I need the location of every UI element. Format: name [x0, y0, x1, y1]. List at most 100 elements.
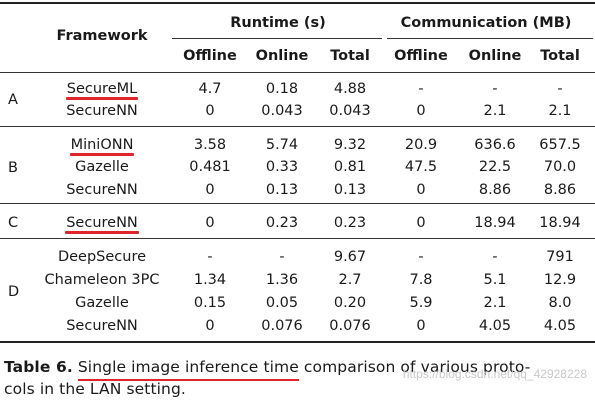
- table-cell: 5.1: [483, 272, 507, 288]
- framework-name: SecureNN: [66, 182, 138, 198]
- caption-rest: comparison of various proto-: [298, 358, 531, 376]
- highlight-underline: [69, 153, 135, 156]
- column-header: Offline: [183, 48, 237, 64]
- table-cell: 5.9: [409, 295, 433, 311]
- table-cell: -: [418, 249, 424, 265]
- framework-name: MiniONN: [70, 137, 134, 153]
- framework-name: SecureNN: [66, 215, 138, 231]
- group-label: D: [8, 283, 20, 300]
- table-cell: 636.6: [474, 137, 516, 153]
- column-header: Online: [255, 48, 309, 64]
- table-cell: 22.5: [478, 159, 512, 175]
- runtime-rule: [172, 38, 382, 39]
- table-cell: 657.5: [539, 137, 581, 153]
- caption-label: Table 6.: [4, 358, 73, 376]
- framework-name: DeepSecure: [57, 249, 147, 265]
- table-cell: 8.86: [478, 182, 512, 198]
- framework-name: SecureNN: [66, 103, 138, 119]
- table-cell: 4.05: [543, 318, 577, 334]
- caption-highlight: Single image inference time: [77, 358, 299, 381]
- header-framework: Framework: [56, 28, 148, 44]
- table-cell: 0: [416, 318, 426, 334]
- group-label: A: [8, 92, 18, 108]
- table-cell: 4.7: [198, 81, 222, 97]
- table-cell: 2.1: [483, 295, 507, 311]
- table-cell: 8.0: [548, 295, 572, 311]
- table-cell: -: [418, 81, 424, 97]
- communication-rule: [387, 38, 593, 39]
- table-cell: 0.13: [333, 182, 367, 198]
- column-header: Total: [330, 48, 370, 64]
- table-cell: 0.23: [333, 215, 367, 231]
- table-cell: 0.18: [265, 81, 299, 97]
- table-cell: 4.88: [333, 81, 367, 97]
- top-rule: [0, 2, 595, 4]
- column-header: Offline: [394, 48, 448, 64]
- table-cell: 3.58: [193, 137, 227, 153]
- table-cell: 18.94: [539, 215, 581, 231]
- table-cell: 1.34: [193, 272, 227, 288]
- table-cell: 0: [205, 215, 215, 231]
- bottom-rule: [0, 341, 595, 343]
- table-cell: 0.05: [265, 295, 299, 311]
- framework-name: Gazelle: [75, 159, 129, 175]
- table-cell: -: [207, 249, 213, 265]
- table-cell: 8.86: [543, 182, 577, 198]
- table-cell: 7.8: [409, 272, 433, 288]
- header-communication: Communication (MB): [400, 15, 572, 31]
- framework-name: Chameleon 3PC: [44, 272, 160, 288]
- group-separator: [0, 238, 595, 239]
- table-cell: 0: [205, 318, 215, 334]
- table-cell: 0: [416, 215, 426, 231]
- table-cell: 0.15: [193, 295, 227, 311]
- header-runtime: Runtime (s): [230, 15, 326, 31]
- framework-name: SecureNN: [66, 318, 138, 334]
- table-cell: -: [492, 249, 498, 265]
- table-cell: 0.076: [329, 318, 371, 334]
- table-cell: 0: [205, 103, 215, 119]
- table-caption: Table 6. Single image inference time com…: [4, 356, 592, 400]
- table-cell: -: [557, 81, 563, 97]
- table-cell: 12.9: [543, 272, 577, 288]
- header-bottom-rule: [0, 72, 595, 73]
- table-cell: 9.67: [333, 249, 367, 265]
- table-cell: 2.1: [483, 103, 507, 119]
- table-cell: 0.043: [261, 103, 303, 119]
- table-cell: 0.20: [333, 295, 367, 311]
- table-cell: 0: [205, 182, 215, 198]
- highlight-underline: [65, 97, 139, 100]
- table-cell: 0.33: [265, 159, 299, 175]
- table-cell: 47.5: [404, 159, 438, 175]
- table-cell: 1.36: [265, 272, 299, 288]
- table-cell: 9.32: [333, 137, 367, 153]
- caption-line2: cols in the LAN setting.: [4, 380, 186, 398]
- framework-name: SecureML: [66, 81, 138, 97]
- table-cell: 0: [416, 182, 426, 198]
- table-cell: 20.9: [404, 137, 438, 153]
- highlight-underline: [65, 231, 139, 234]
- table-cell: 0.23: [265, 215, 299, 231]
- group-separator: [0, 203, 595, 204]
- table-cell: 0.13: [265, 182, 299, 198]
- column-header: Online: [468, 48, 522, 64]
- table-cell: 4.05: [478, 318, 512, 334]
- table-cell: 0.043: [329, 103, 371, 119]
- table-cell: 0.076: [261, 318, 303, 334]
- table-cell: 70.0: [543, 159, 577, 175]
- table-cell: 5.74: [265, 137, 299, 153]
- table-cell: 18.94: [474, 215, 516, 231]
- table-cell: 2.7: [338, 272, 362, 288]
- table-cell: 0: [416, 103, 426, 119]
- framework-name: Gazelle: [75, 295, 129, 311]
- table-cell: 0.81: [333, 159, 367, 175]
- group-label: C: [8, 215, 19, 231]
- table-cell: 2.1: [548, 103, 572, 119]
- watermark: https://blog.csdn.net/qq_42928228: [402, 367, 587, 381]
- table-cell: 0.481: [189, 159, 231, 175]
- table-cell: -: [279, 249, 285, 265]
- table-cell: 791: [546, 249, 574, 265]
- table-cell: -: [492, 81, 498, 97]
- group-label: B: [8, 159, 18, 176]
- column-header: Total: [540, 48, 580, 64]
- group-separator: [0, 126, 595, 127]
